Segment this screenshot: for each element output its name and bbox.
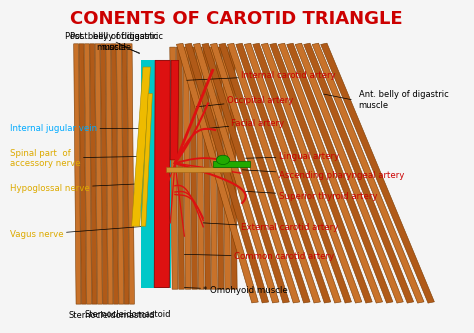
Circle shape bbox=[217, 155, 229, 165]
Polygon shape bbox=[176, 43, 258, 303]
Text: Post. belly of digastric
muscle: Post. belly of digastric muscle bbox=[65, 32, 158, 52]
Polygon shape bbox=[210, 47, 218, 289]
Polygon shape bbox=[100, 44, 108, 304]
Polygon shape bbox=[79, 44, 86, 304]
Polygon shape bbox=[229, 47, 237, 289]
Polygon shape bbox=[244, 43, 341, 303]
Polygon shape bbox=[154, 60, 170, 287]
Polygon shape bbox=[170, 60, 179, 160]
Polygon shape bbox=[287, 43, 393, 303]
Text: * Omohyoid muscle: * Omohyoid muscle bbox=[184, 286, 288, 295]
Polygon shape bbox=[141, 60, 171, 287]
Polygon shape bbox=[304, 43, 414, 303]
Polygon shape bbox=[106, 44, 113, 304]
Polygon shape bbox=[73, 44, 81, 304]
Polygon shape bbox=[278, 43, 383, 303]
Polygon shape bbox=[210, 43, 300, 303]
Polygon shape bbox=[213, 161, 250, 166]
Text: Internal carotid artery: Internal carotid artery bbox=[187, 71, 336, 80]
Polygon shape bbox=[84, 44, 91, 304]
Polygon shape bbox=[295, 43, 403, 303]
Text: Common carotid artery: Common carotid artery bbox=[184, 252, 334, 261]
Polygon shape bbox=[312, 43, 424, 303]
Text: Spinal part  of
accessory nerve: Spinal part of accessory nerve bbox=[10, 149, 137, 168]
Polygon shape bbox=[270, 43, 372, 303]
Text: Ant. belly of digastric
muscle: Ant. belly of digastric muscle bbox=[359, 91, 448, 110]
Polygon shape bbox=[202, 43, 289, 303]
Text: Post. belly of digastric
muscle: Post. belly of digastric muscle bbox=[70, 32, 163, 54]
Polygon shape bbox=[236, 43, 331, 303]
Polygon shape bbox=[203, 47, 211, 289]
Polygon shape bbox=[95, 44, 102, 304]
Text: External carotid artery: External carotid artery bbox=[203, 223, 338, 232]
Polygon shape bbox=[196, 47, 204, 289]
Text: Internal jugular vein: Internal jugular vein bbox=[10, 124, 145, 133]
Text: Ascending pharyngeal artery: Ascending pharyngeal artery bbox=[242, 170, 404, 180]
Polygon shape bbox=[117, 44, 124, 304]
Text: Lingual artery: Lingual artery bbox=[246, 152, 339, 161]
Polygon shape bbox=[141, 94, 152, 226]
Polygon shape bbox=[223, 47, 230, 289]
Polygon shape bbox=[111, 44, 118, 304]
Polygon shape bbox=[170, 47, 178, 289]
Polygon shape bbox=[261, 43, 362, 303]
Text: Vagus nerve: Vagus nerve bbox=[10, 226, 147, 239]
Polygon shape bbox=[176, 47, 184, 289]
Text: Superior thyroid artery: Superior thyroid artery bbox=[246, 191, 377, 201]
Text: Sternocleidomastoid: Sternocleidomastoid bbox=[68, 311, 155, 320]
Polygon shape bbox=[165, 167, 231, 172]
Polygon shape bbox=[193, 43, 279, 303]
Text: Hypoglossal nerve: Hypoglossal nerve bbox=[10, 183, 141, 192]
Polygon shape bbox=[185, 43, 269, 303]
Polygon shape bbox=[253, 43, 352, 303]
Polygon shape bbox=[320, 43, 434, 303]
Text: Sternocleidomastoid: Sternocleidomastoid bbox=[85, 310, 171, 319]
Polygon shape bbox=[216, 47, 224, 289]
Text: CONENTS OF CAROTID TRIANGLE: CONENTS OF CAROTID TRIANGLE bbox=[70, 10, 402, 28]
Polygon shape bbox=[90, 44, 97, 304]
Text: Occipital artery: Occipital artery bbox=[196, 96, 293, 107]
Polygon shape bbox=[219, 43, 310, 303]
Polygon shape bbox=[122, 44, 129, 304]
Polygon shape bbox=[183, 47, 191, 289]
Polygon shape bbox=[228, 43, 320, 303]
Polygon shape bbox=[190, 47, 198, 289]
Polygon shape bbox=[127, 44, 135, 304]
Polygon shape bbox=[132, 67, 150, 226]
Text: Facial artery: Facial artery bbox=[208, 119, 284, 128]
